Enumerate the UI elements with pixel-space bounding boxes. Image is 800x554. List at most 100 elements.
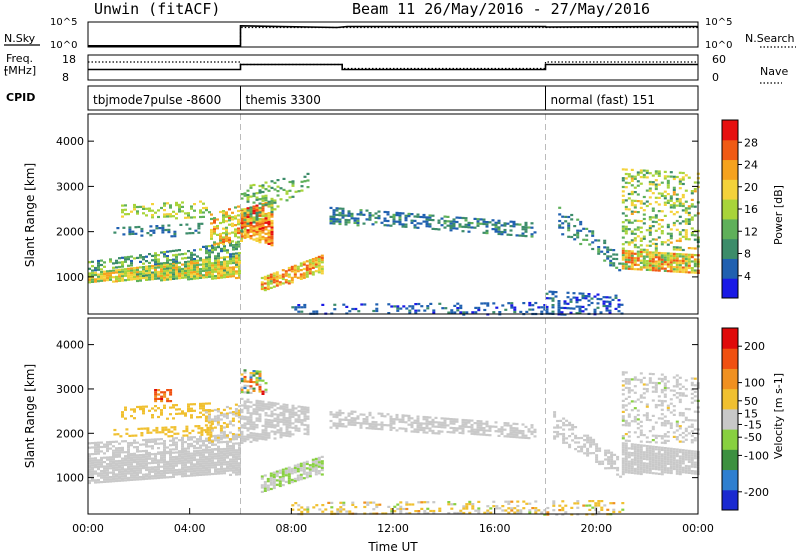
range-gate-cell: [124, 461, 127, 464]
range-gate-cell: [684, 464, 688, 468]
range-gate-cell: [172, 475, 175, 478]
range-gate-cell: [290, 281, 294, 284]
range-gate-cell: [232, 451, 235, 454]
range-gate-cell: [455, 227, 459, 230]
range-gate-cell: [232, 248, 235, 251]
range-gate-cell: [521, 423, 525, 426]
range-gate-cell: [243, 386, 247, 390]
range-gate-cell: [166, 274, 169, 277]
range-gate-cell: [154, 261, 157, 264]
range-gate-cell: [681, 471, 685, 474]
range-gate-cell: [229, 449, 232, 452]
range-gate-cell: [178, 208, 181, 211]
range-gate-cell: [347, 419, 351, 422]
range-gate-cell: [196, 449, 199, 452]
range-gate-cell: [608, 303, 612, 306]
range-gate-cell: [518, 223, 522, 226]
range-gate-cell: [663, 422, 667, 425]
range-gate-cell: [558, 213, 562, 216]
range-gate-cell: [208, 211, 211, 214]
range-gate-cell: [216, 416, 220, 420]
range-gate-cell: [163, 472, 166, 475]
range-gate-cell: [297, 304, 301, 307]
range-gate-cell: [199, 407, 202, 410]
range-gate-cell: [175, 412, 178, 415]
range-gate-cell: [264, 239, 268, 242]
range-gate-cell: [272, 281, 276, 284]
range-gate-cell: [429, 509, 433, 513]
range-gate-cell: [347, 214, 351, 217]
range-gate-cell: [645, 260, 649, 263]
range-gate-cell: [308, 475, 312, 478]
range-gate-cell: [133, 278, 136, 281]
range-gate-cell: [663, 455, 667, 458]
range-gate-cell: [270, 430, 274, 433]
range-gate-cell: [124, 470, 127, 473]
range-gate-cell: [494, 425, 498, 428]
range-gate-cell: [630, 193, 634, 196]
range-gate-cell: [297, 504, 301, 507]
range-gate-cell: [124, 256, 127, 259]
range-gate-cell: [562, 424, 566, 427]
range-gate-cell: [232, 257, 235, 260]
range-gate-cell: [296, 468, 300, 471]
range-gate-cell: [285, 410, 289, 413]
range-gate-cell: [621, 406, 625, 409]
range-gate-cell: [630, 179, 634, 182]
range-gate-cell: [639, 169, 643, 172]
range-gate-cell: [443, 424, 447, 427]
range-gate-cell: [621, 256, 625, 259]
range-gate-cell: [308, 472, 312, 476]
range-gate-cell: [518, 432, 522, 435]
range-gate-cell: [651, 209, 655, 212]
range-gate-cell: [568, 428, 572, 431]
range-gate-cell: [428, 420, 432, 423]
range-gate-cell: [121, 270, 124, 273]
range-gate-cell: [131, 232, 135, 235]
range-gate-cell: [681, 176, 685, 179]
range-gate-cell: [175, 268, 178, 271]
range-gate-cell: [249, 228, 253, 231]
range-gate-cell: [576, 218, 580, 221]
range-gate-cell: [512, 422, 516, 425]
range-gate-cell: [678, 264, 682, 267]
range-gate-cell: [639, 182, 643, 185]
range-gate-cell: [565, 441, 569, 444]
range-gate-cell: [458, 425, 462, 428]
range-gate-cell: [185, 425, 189, 428]
range-gate-cell: [589, 436, 593, 439]
range-gate-cell: [234, 217, 237, 220]
range-gate-cell: [356, 224, 360, 227]
range-gate-cell: [293, 464, 297, 467]
range-gate-cell: [196, 261, 199, 264]
range-gate-cell: [136, 275, 139, 278]
range-gate-cell: [308, 261, 312, 264]
range-gate-cell: [220, 463, 223, 466]
range-gate-cell: [369, 501, 373, 504]
range-gate-cell: [431, 432, 435, 435]
range-gate-cell: [273, 408, 277, 411]
range-gate-cell: [362, 213, 366, 216]
range-gate-cell: [252, 439, 256, 442]
range-gate-cell: [648, 227, 652, 230]
range-gate-cell: [130, 276, 133, 279]
range-gate-cell: [261, 197, 265, 200]
range-gate-cell: [414, 510, 418, 513]
range-gate-cell: [621, 437, 625, 440]
range-gate-cell: [645, 453, 649, 456]
range-gate-cell: [621, 199, 625, 202]
range-gate-cell: [291, 180, 295, 183]
range-gate-cell: [350, 217, 354, 220]
range-gate-cell: [660, 421, 664, 425]
range-gate-cell: [225, 416, 229, 420]
range-gate-cell: [178, 468, 181, 471]
range-gate-cell: [437, 432, 441, 435]
range-gate-cell: [214, 470, 217, 473]
range-gate-cell: [243, 194, 247, 197]
range-gate-cell: [386, 224, 390, 227]
range-gate-cell: [160, 413, 163, 416]
range-gate-cell: [515, 436, 519, 439]
range-gate-cell: [139, 275, 142, 278]
range-gate-cell: [252, 231, 256, 235]
